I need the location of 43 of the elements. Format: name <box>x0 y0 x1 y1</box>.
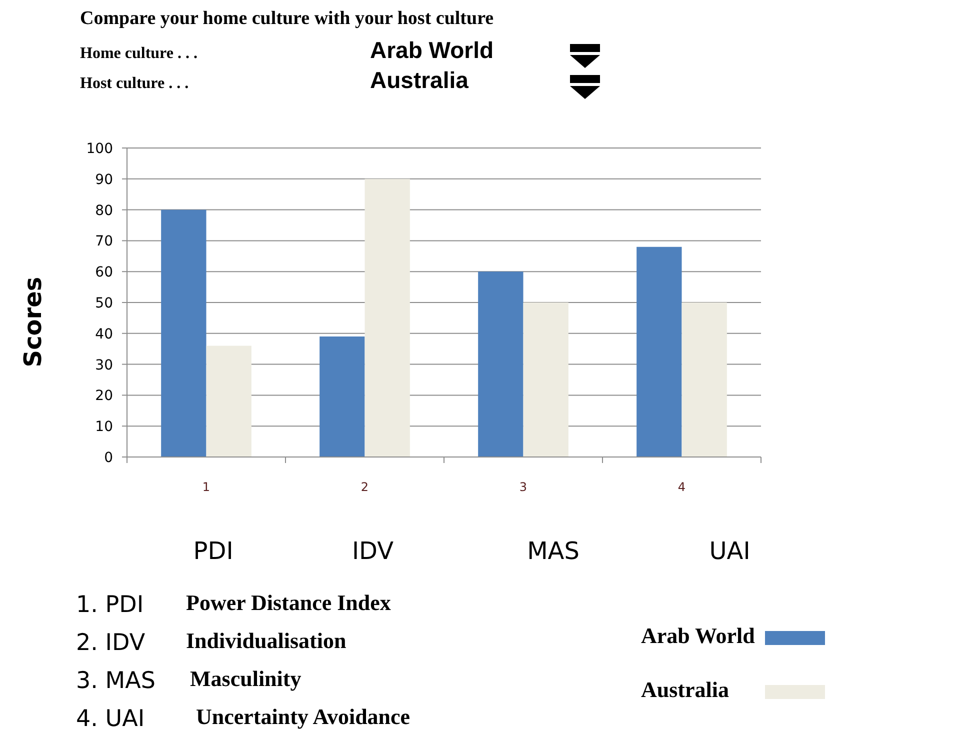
text: Australia <box>370 67 469 93</box>
text: Individualisation <box>186 628 346 653</box>
bar <box>206 346 252 457</box>
bar <box>161 210 206 457</box>
text: Uncertainty Avoidance <box>196 704 410 729</box>
bar <box>364 178 410 457</box>
bar <box>682 302 727 457</box>
text: 2. IDV <box>76 630 146 656</box>
text: Arab World <box>370 37 494 63</box>
text: 4. UAI <box>76 706 145 732</box>
y-tick-label: 20 <box>95 388 113 404</box>
x-tick-label: 1 <box>202 480 210 494</box>
legend-label: Arab World <box>641 623 755 648</box>
y-axis-title: Scores <box>19 276 47 368</box>
y-tick-label: 70 <box>95 234 113 250</box>
y-tick-label: 50 <box>95 296 113 312</box>
text: PDI <box>193 537 234 565</box>
text: 1. PDI <box>76 592 144 618</box>
x-tick-label: 4 <box>678 480 686 494</box>
chart-title: Compare your home culture with your host culture <box>80 8 494 29</box>
y-tick-label: 0 <box>104 450 113 466</box>
y-tick-label: 10 <box>95 419 113 436</box>
bar <box>636 246 682 457</box>
text: MAS <box>527 537 580 565</box>
text: IDV <box>352 537 394 565</box>
text: Masculinity <box>190 666 302 691</box>
text: 3. MAS <box>76 668 156 694</box>
text: UAI <box>709 537 750 565</box>
bar <box>523 302 568 457</box>
x-tick-label: 2 <box>360 480 369 494</box>
text: Power Distance Index <box>186 590 391 615</box>
y-tick-label: 40 <box>95 326 113 342</box>
text: Home culture . . . <box>80 45 198 62</box>
y-tick-label: 60 <box>95 264 113 281</box>
y-tick-label: 100 <box>86 141 113 157</box>
y-tick-label: 90 <box>95 172 113 188</box>
x-tick-label: 3 <box>519 480 528 494</box>
y-tick-label: 30 <box>95 357 113 374</box>
bar <box>478 272 524 457</box>
bar <box>320 336 365 457</box>
text: Host culture . . . <box>80 75 189 92</box>
y-tick-label: 80 <box>95 202 113 219</box>
legend-label: Australia <box>641 677 729 702</box>
